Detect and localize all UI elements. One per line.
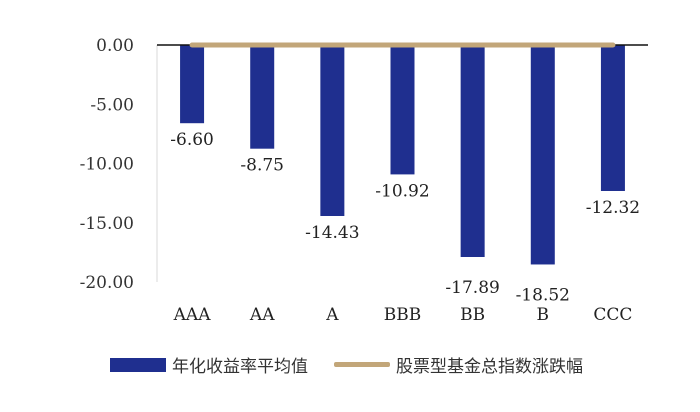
bar (390, 45, 415, 175)
data-label: -17.89 (445, 278, 499, 298)
x-tick-label: AAA (173, 305, 212, 325)
data-label: -18.52 (516, 285, 570, 305)
x-axis-labels: AAA AA A BBB BB B CCC (173, 305, 633, 325)
y-tick-label: -15.00 (80, 214, 134, 234)
data-label: -12.32 (586, 198, 640, 218)
data-label: -10.92 (375, 181, 429, 201)
bar (180, 45, 205, 124)
bar (530, 45, 555, 265)
data-label: -6.60 (170, 130, 214, 150)
y-tick-label: 0.00 (96, 36, 134, 56)
y-tick-label: -10.00 (80, 155, 134, 175)
legend-item-line: 股票型基金总指数涨跌幅 (334, 352, 583, 377)
x-tick-label: BBB (384, 305, 421, 325)
bar-series (180, 45, 625, 265)
y-tick-label: -5.00 (90, 95, 134, 115)
y-axis: 0.00 -5.00 -10.00 -15.00 -20.00 (80, 36, 158, 293)
bar (460, 45, 485, 257)
legend: 年化收益率平均值 股票型基金总指数涨跌幅 (110, 352, 609, 377)
data-labels: -6.60 -8.75 -14.43 -10.92 -17.89 -18.52 -12.32 (170, 130, 640, 305)
legend-line-swatch (334, 362, 390, 367)
bar (250, 45, 275, 149)
x-tick-label: AA (249, 305, 275, 325)
legend-bar-label: 年化收益率平均值 (172, 357, 308, 377)
legend-bar-swatch (110, 357, 166, 372)
data-label: -14.43 (305, 223, 359, 243)
y-tick-label: -20.00 (80, 273, 134, 293)
x-tick-label: A (325, 305, 339, 325)
data-label: -8.75 (240, 156, 284, 176)
x-tick-label: CCC (593, 305, 632, 325)
bar (600, 45, 625, 191)
x-tick-label: B (537, 305, 550, 325)
legend-line-label: 股票型基金总指数涨跌幅 (396, 357, 583, 377)
x-tick-label: BB (460, 305, 485, 325)
legend-item-bar: 年化收益率平均值 (110, 352, 308, 377)
bar (320, 45, 345, 216)
